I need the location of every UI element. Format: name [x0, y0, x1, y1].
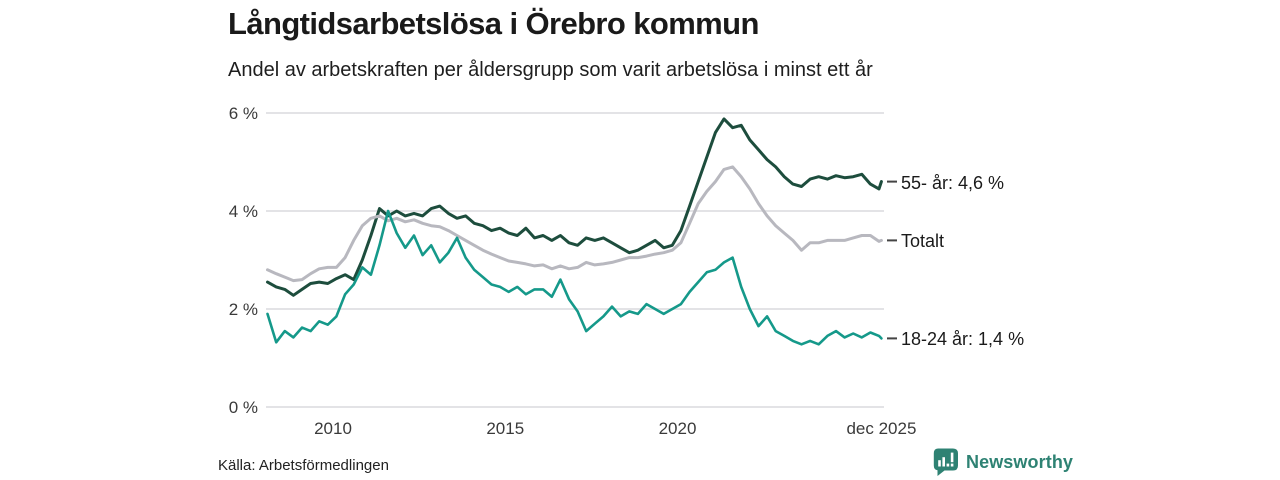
y-tick-label: 2 %	[228, 300, 258, 319]
newsworthy-wordmark: Newsworthy	[966, 452, 1074, 472]
x-tick-label: 2020	[658, 419, 697, 438]
newsworthy-brand: Newsworthy	[933, 448, 1073, 477]
series-line-totalt	[266, 165, 883, 283]
y-tick-label: 0 %	[228, 398, 258, 417]
series-line-55r	[266, 117, 883, 297]
series-line-1824r	[266, 209, 883, 346]
series-end-label: 18-24 år: 1,4 %	[901, 329, 1025, 350]
source-caption: Källa: Arbetsförmedlingen	[218, 457, 389, 474]
series-end-label: 55- år: 4,6 %	[901, 172, 1005, 193]
chart-subtitle: Andel av arbetskraften per åldersgrupp s…	[228, 59, 873, 81]
y-tick-label: 6 %	[228, 104, 258, 123]
chart-title: Långtidsarbetslösa i Örebro kommun	[228, 6, 759, 41]
x-tick-label: 2015	[486, 419, 525, 438]
newsworthy-logo-icon	[933, 448, 958, 476]
x-tick-label: 2010	[314, 419, 352, 438]
y-tick-label: 4 %	[228, 202, 258, 221]
series-end-label: Totalt	[901, 231, 945, 252]
x-tick-label: dec 2025	[846, 419, 917, 438]
